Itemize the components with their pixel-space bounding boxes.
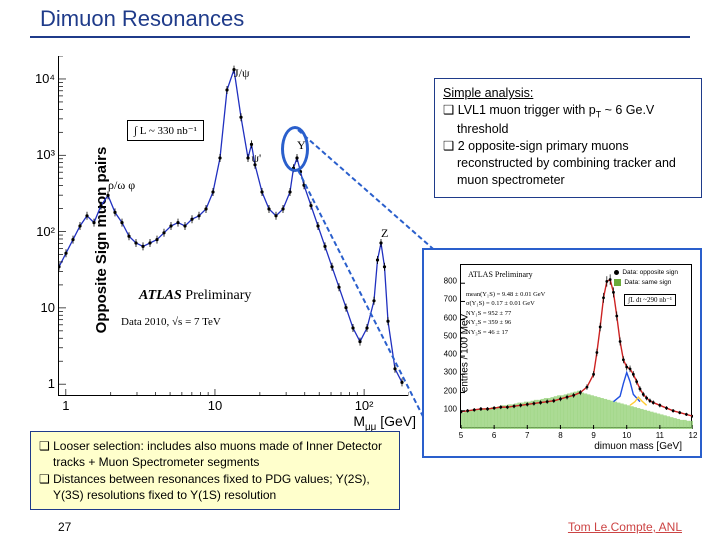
author-attribution: Tom Le.Compte, ANL (568, 520, 682, 534)
luminosity-box: ∫ L ~ 330 nb⁻¹ (127, 120, 204, 141)
sub-y-tick: 300 (437, 368, 457, 377)
page-number: 27 (58, 520, 71, 534)
sub-y-tick: 600 (437, 313, 457, 322)
selection-notes-box: Looser selection: includes also muons ma… (30, 431, 400, 510)
sub-legend-item: Data: same sign (614, 278, 678, 288)
sub-fit-stats: mean(Y₁S) = 9.48 ± 0.01 GeVσ(Y₁S) = 0.17… (466, 290, 545, 337)
info-bottom-bullet: Distances between resonances fixed to PD… (39, 471, 391, 503)
info-top-heading: Simple analysis: (443, 85, 693, 102)
peak-label: Υ (297, 138, 306, 153)
sub-chart-frame: 56789101112 100200300400500600700800 (460, 264, 692, 428)
spectrum-svg (59, 56, 409, 396)
x-tick-label: 10 (208, 398, 222, 413)
info-bottom-bullet: Looser selection: includes also muons ma… (39, 438, 391, 470)
y-tick-label: 10⁴ (21, 71, 55, 86)
info-top-bullet: LVL1 muon trigger with pT ~ 6 Ge.V thres… (443, 102, 693, 138)
sub-x-tick: 12 (689, 431, 698, 440)
sub-stat-line: mean(Y₁S) = 9.48 ± 0.01 GeV (466, 290, 545, 299)
upsilon-mass-subchart: entries / 100 MeV 56789101112 1002003004… (422, 248, 702, 458)
atlas-preliminary-label: ATLAS Preliminary (139, 288, 251, 304)
y-tick-label: 1 (21, 376, 55, 391)
sub-y-tick: 500 (437, 331, 457, 340)
x-tick-label: 1 (62, 398, 69, 413)
sub-x-tick: 7 (525, 431, 529, 440)
y-tick-label: 10³ (21, 147, 55, 162)
sub-stat-line: σ(Y₁S) = 0.17 ± 0.01 GeV (466, 299, 545, 308)
main-dimuon-spectrum-chart: Opposite Sign muon pairs ∫ L ~ 330 nb⁻¹ … (12, 50, 422, 430)
sub-legend-item: Data: opposite sign (614, 268, 678, 278)
sub-y-tick: 400 (437, 350, 457, 359)
peak-label: ψ' (252, 151, 262, 166)
sub-y-tick: 800 (437, 277, 457, 286)
info-top-bullet: 2 opposite-sign primary muons reconstruc… (443, 138, 693, 189)
data-conditions-label: Data 2010, √s = 7 TeV (121, 316, 221, 328)
x-axis-label: Mμμ [GeV] (353, 413, 416, 433)
chart-frame: ∫ L ~ 330 nb⁻¹ ATLAS Preliminary Data 20… (58, 56, 408, 396)
x-tick-label: 10² (355, 398, 374, 413)
sub-stat-line: NY₃S = 46 ± 17 (466, 328, 545, 337)
sub-stat-line: NY₂S = 359 ± 96 (466, 318, 545, 327)
slide-title: Dimuon Resonances (0, 0, 720, 34)
peak-label: Z (381, 226, 388, 241)
peak-label: ρ/ω φ (108, 178, 135, 193)
sub-x-tick: 8 (558, 431, 562, 440)
sub-x-tick: 5 (459, 431, 463, 440)
sub-y-tick: 100 (437, 404, 457, 413)
sub-x-tick: 6 (492, 431, 496, 440)
sub-y-tick: 200 (437, 386, 457, 395)
sub-x-tick: 10 (622, 431, 631, 440)
analysis-description-box: Simple analysis: LVL1 muon trigger with … (434, 78, 702, 198)
sub-atlas-label: ATLAS Preliminary (468, 270, 533, 279)
sub-x-tick: 9 (591, 431, 595, 440)
sub-luminosity-box: ∫L dt ~290 nb⁻¹ (624, 294, 676, 306)
sub-x-axis-label: dimuon mass [GeV] (594, 441, 682, 452)
y-tick-label: 10² (21, 224, 55, 239)
title-rule (30, 36, 690, 38)
peak-label: J/ψ (234, 66, 250, 81)
sub-x-tick: 11 (656, 431, 664, 440)
y-tick-label: 10 (21, 300, 55, 315)
sub-y-tick: 700 (437, 295, 457, 304)
sub-stat-line: NY₁S = 952 ± 77 (466, 309, 545, 318)
sub-legend: Data: opposite signData: same sign (614, 268, 678, 288)
